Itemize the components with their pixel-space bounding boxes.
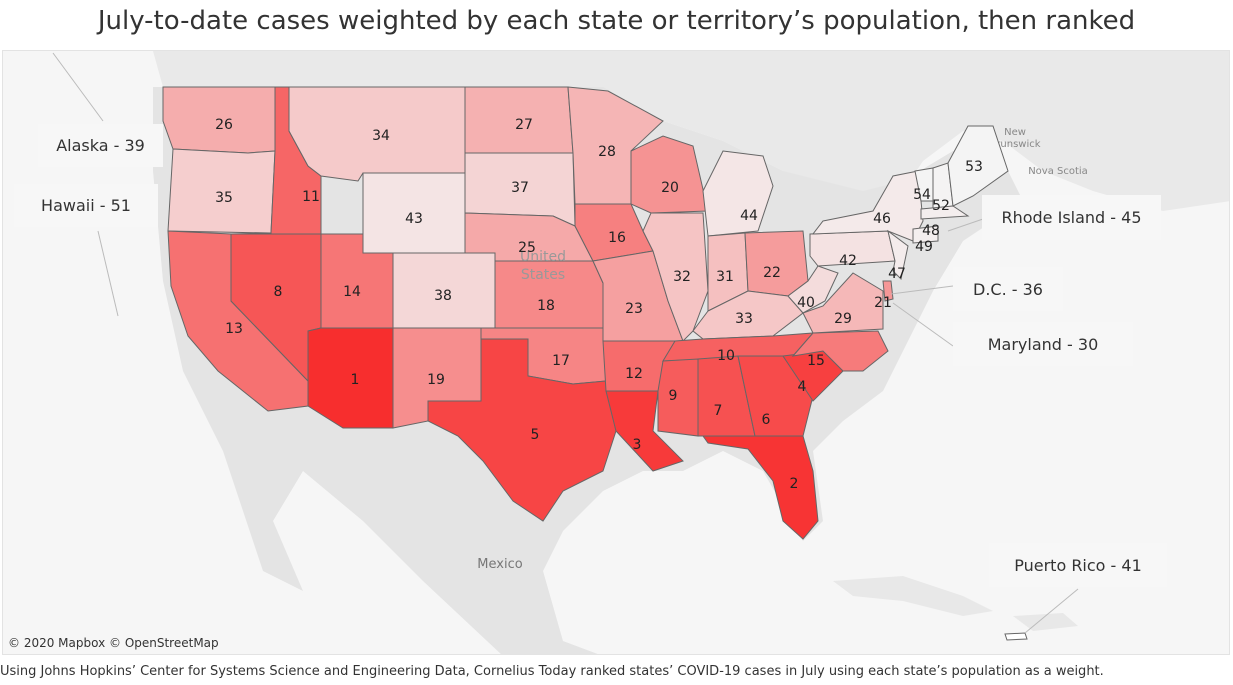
leader-dc: [890, 285, 954, 295]
state-shape-ga[interactable]: [737, 355, 814, 437]
rank-label-wi: 20: [661, 180, 679, 196]
rank-label-ks: 18: [537, 298, 555, 314]
state-shape-de[interactable]: [882, 280, 894, 302]
rank-label-ma: 48: [922, 223, 940, 239]
rank-label-nj: 47: [888, 266, 906, 282]
state-shape-nj[interactable]: [887, 229, 909, 281]
basemap-label-mexico: Mexico: [477, 557, 522, 572]
basemap-label-states: States: [521, 267, 565, 283]
callout-rhode-island: Rhode Island - 45: [982, 195, 1161, 240]
leader-hawaii: [97, 230, 119, 317]
basemap-label-new-brunswick-2: Brunswick: [989, 139, 1040, 150]
rank-label-ne: 25: [518, 240, 536, 256]
rank-label-or: 35: [215, 190, 233, 206]
rank-label-id: 11: [302, 189, 320, 205]
land-hispaniola: [1013, 613, 1078, 631]
rank-label-nm: 19: [427, 372, 445, 388]
rank-label-la: 3: [633, 437, 642, 453]
state-shape-ny[interactable]: [811, 170, 924, 242]
state-shape-va[interactable]: [802, 272, 884, 334]
leader-alaska: [52, 52, 104, 122]
state-shape-tx[interactable]: [427, 338, 617, 522]
rank-label-nv: 8: [274, 284, 283, 300]
rank-label-tx: 5: [531, 427, 540, 443]
rank-label-oh: 22: [763, 265, 781, 281]
callout-puerto-rico: Puerto Rico - 41: [989, 543, 1167, 587]
state-shapes[interactable]: [162, 86, 1009, 540]
rank-label-mn: 28: [598, 144, 616, 160]
callout-maryland: Maryland - 30: [953, 322, 1133, 366]
rank-label-il: 32: [673, 269, 691, 285]
rank-label-ok: 17: [552, 353, 570, 369]
basemap-label-united: United: [520, 249, 566, 265]
rank-label-ca: 13: [225, 321, 243, 337]
map-title: July-to-date cases weighted by each stat…: [97, 6, 1136, 36]
rank-label-al: 7: [714, 403, 723, 419]
rank-labels: 26 35 13 11 8 34 43 14 1 38 19 27 37 25 …: [215, 117, 983, 492]
rank-label-ia: 16: [608, 230, 626, 246]
callout-alaska: Alaska - 39: [38, 124, 163, 167]
rank-label-ut: 14: [343, 284, 361, 300]
land-canada: [153, 51, 1229, 211]
map-canvas[interactable]: Mexico New Brunswick Nova Scotia: [3, 51, 1230, 655]
rank-label-nc: 15: [807, 353, 825, 369]
rank-label-tn: 10: [717, 348, 735, 364]
state-shape-ma[interactable]: [920, 205, 970, 220]
state-shape-wv[interactable]: [787, 265, 839, 314]
callout-dc: D.C. - 36: [953, 267, 1063, 311]
footer-source-note: Using Johns Hopkins’ Center for Systems …: [0, 664, 1104, 679]
rank-label-ar: 12: [625, 366, 643, 382]
rank-label-va: 29: [834, 311, 852, 327]
state-shape-fl[interactable]: [702, 435, 819, 540]
leader-puerto-rico: [1024, 588, 1079, 634]
rank-label-mo: 23: [625, 301, 643, 317]
rank-label-vt: 54: [913, 187, 931, 203]
land-puerto-rico: [1004, 632, 1028, 641]
rank-label-nd: 27: [515, 117, 533, 133]
basemap-label-nova-scotia: Nova Scotia: [1028, 166, 1088, 177]
land-cuba: [833, 576, 993, 616]
rank-label-mi: 44: [740, 208, 758, 224]
rank-label-sd: 37: [511, 180, 529, 196]
rank-label-mt: 34: [372, 128, 390, 144]
rank-label-ny: 46: [873, 211, 891, 227]
rank-label-me: 53: [965, 159, 983, 175]
rank-label-pa: 42: [839, 253, 857, 269]
rank-label-wv: 40: [797, 295, 815, 311]
state-shape-ms[interactable]: [657, 358, 699, 437]
rank-label-wy: 43: [405, 211, 423, 227]
rank-label-ky: 33: [735, 311, 753, 327]
rank-label-de: 21: [874, 295, 892, 311]
leader-rhode-island: [947, 218, 984, 232]
state-shape-oh[interactable]: [744, 230, 809, 297]
rank-label-ms: 9: [669, 388, 678, 404]
choropleth-map[interactable]: Mexico New Brunswick Nova Scotia: [2, 50, 1230, 655]
rank-label-ct: 49: [915, 239, 933, 255]
rank-label-wa: 26: [215, 117, 233, 133]
rank-label-co: 38: [434, 288, 452, 304]
leader-maryland: [892, 302, 954, 347]
rank-label-in: 31: [716, 269, 734, 285]
basemap-label-new-brunswick-1: New: [1004, 127, 1026, 138]
rank-label-sc: 4: [798, 379, 807, 395]
rank-label-nh: 52: [932, 198, 950, 214]
callout-leader-lines: [52, 52, 1079, 634]
rank-label-az: 1: [351, 372, 360, 388]
rank-label-fl: 2: [790, 476, 799, 492]
state-shape-ct[interactable]: [912, 225, 939, 244]
map-attribution[interactable]: © 2020 Mapbox © OpenStreetMap: [8, 636, 219, 650]
callout-hawaii: Hawaii - 51: [14, 184, 158, 227]
rank-label-ga: 6: [762, 412, 771, 428]
state-shape-mi[interactable]: [702, 150, 774, 237]
